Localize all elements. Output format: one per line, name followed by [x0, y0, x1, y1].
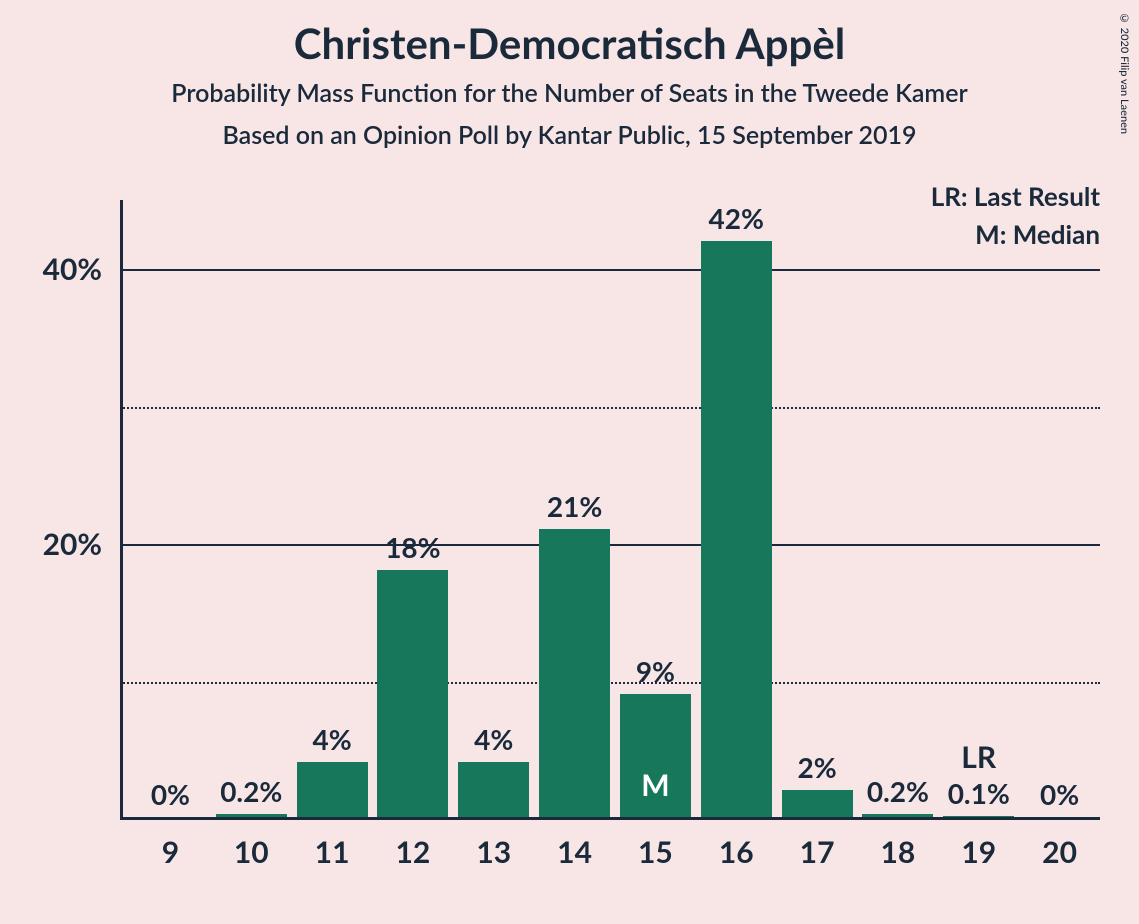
bars-container: 0%90.2%104%1118%124%1321%149%M1542%162%1…: [120, 200, 1100, 820]
x-tick-label: 10: [234, 834, 269, 870]
x-tick-label: 20: [1042, 834, 1077, 870]
bar-slot: 21%14: [539, 200, 610, 820]
bar-slot: 4%11: [297, 200, 368, 820]
x-tick-label: 19: [961, 834, 996, 870]
lr-marker: LR: [961, 739, 996, 775]
bar-slot: 0%20: [1024, 200, 1095, 820]
bar-slot: 0.2%18: [862, 200, 933, 820]
x-tick-label: 9: [162, 834, 179, 870]
chart-subtitle-1: Probability Mass Function for the Number…: [0, 78, 1139, 108]
bar-slot: 0.1%LR19: [943, 200, 1014, 820]
bar: 0.2%: [216, 814, 287, 817]
chart-subtitle-2: Based on an Opinion Poll by Kantar Publi…: [0, 120, 1139, 150]
x-tick-label: 11: [315, 834, 350, 870]
x-tick-label: 13: [476, 834, 511, 870]
bar: 21%: [539, 529, 610, 817]
chart-title: Christen-Democratisch Appèl: [0, 18, 1139, 68]
bar-value-label: 0%: [1040, 777, 1079, 811]
x-tick-label: 17: [800, 834, 835, 870]
x-tick-label: 16: [719, 834, 754, 870]
bar-slot: 9%M15: [620, 200, 691, 820]
bar-slot: 18%12: [377, 200, 448, 820]
bar-value-label: 0%: [151, 777, 190, 811]
bar: 4%: [458, 762, 529, 817]
bar-value-label: 4%: [474, 722, 513, 756]
bar-value-label: 21%: [547, 489, 602, 523]
bar-slot: 42%16: [701, 200, 772, 820]
bar-value-label: 18%: [385, 530, 440, 564]
bar-value-label: 2%: [797, 750, 836, 784]
bar-slot: 0.2%10: [216, 200, 287, 820]
bar-slot: 2%17: [782, 200, 853, 820]
bar: 18%: [377, 570, 448, 817]
x-tick-label: 12: [396, 834, 431, 870]
bar-value-label: 4%: [312, 722, 351, 756]
bar-slot: 0%9: [135, 200, 206, 820]
y-tick-label: 20%: [43, 526, 102, 562]
bar-value-label: 0.1%: [948, 776, 1010, 810]
bar-value-label: 9%: [636, 654, 675, 688]
bar: 0.1%: [943, 816, 1014, 817]
bar-value-label: 42%: [709, 201, 764, 235]
y-tick-label: 40%: [43, 251, 102, 287]
bar-slot: 4%13: [458, 200, 529, 820]
bar: 42%: [701, 241, 772, 817]
x-tick-label: 15: [638, 834, 673, 870]
chart-titles: Christen-Democratisch Appèl Probability …: [0, 18, 1139, 150]
pmf-chart: © 2020 Filip van Laenen Christen-Democra…: [0, 0, 1139, 924]
bar-value-label: 0.2%: [867, 774, 929, 808]
x-tick-label: 18: [881, 834, 916, 870]
median-marker: M: [641, 767, 669, 803]
bar: 9%M: [620, 694, 691, 817]
bar: 2%: [782, 790, 853, 817]
bar: 4%: [297, 762, 368, 817]
bar-value-label: 0.2%: [220, 774, 282, 808]
bar: 0.2%: [862, 814, 933, 817]
plot-area: LR: Last Result M: Median 20%40% 0%90.2%…: [120, 200, 1100, 820]
x-tick-label: 14: [557, 834, 592, 870]
